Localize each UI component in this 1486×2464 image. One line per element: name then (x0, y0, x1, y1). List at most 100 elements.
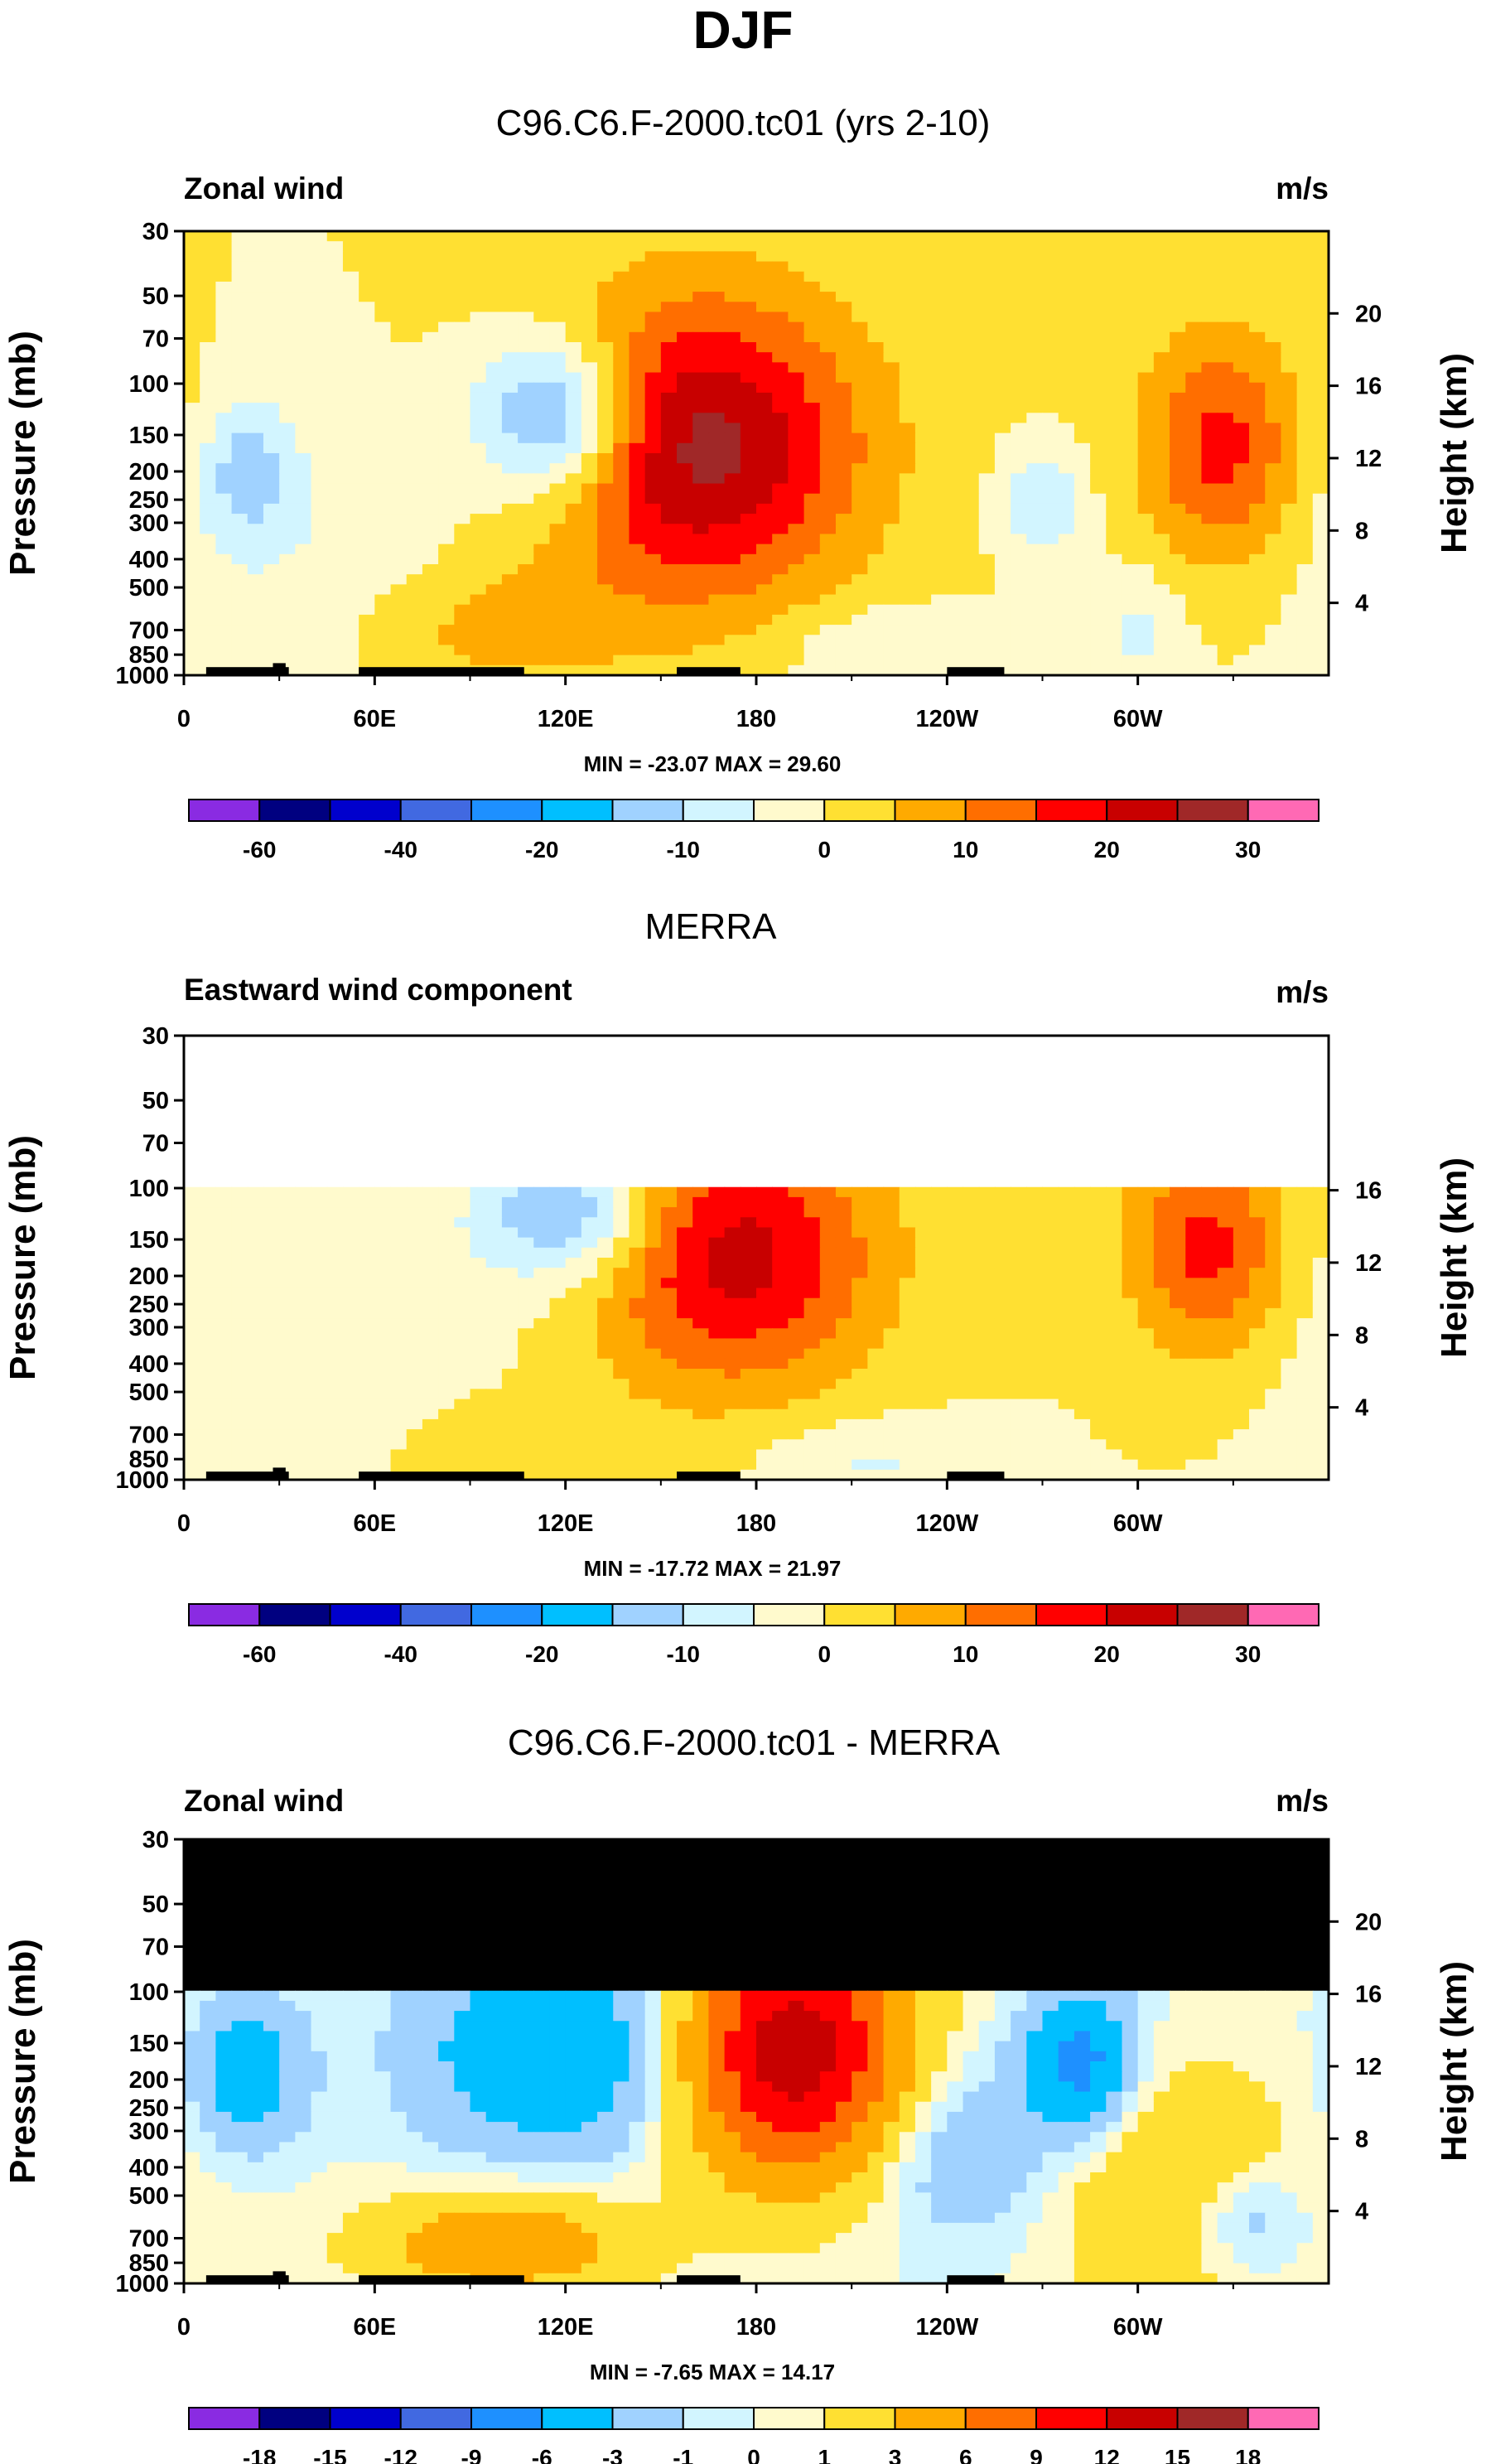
field-cell (899, 534, 916, 545)
field-cell (215, 1075, 233, 1087)
field-cell (772, 1167, 789, 1178)
colorbar-box (188, 799, 261, 822)
field-cell (581, 584, 598, 596)
field-cell (914, 372, 932, 384)
field-cell (1233, 594, 1250, 606)
field-cell (931, 1176, 948, 1188)
pressure-tick-label: 500 (129, 575, 169, 602)
field-cell (692, 1258, 710, 1268)
field-cell (549, 493, 567, 505)
field-cell (1233, 1046, 1250, 1056)
field-cell (788, 261, 805, 273)
field-cell (788, 1096, 805, 1107)
field-cell (1058, 1237, 1075, 1249)
field-cell (1026, 1167, 1044, 1178)
field-cell (835, 584, 852, 596)
field-cell (295, 574, 312, 585)
field-cell (215, 372, 233, 384)
field-cell (677, 503, 693, 515)
field-cell (279, 645, 296, 656)
field-cell (629, 413, 646, 424)
field-cell (852, 1247, 868, 1259)
field-cell (1090, 1096, 1107, 1107)
field-cell (1026, 1258, 1044, 1268)
field-cell (390, 1126, 408, 1138)
field-cell (613, 594, 630, 606)
field-cell (184, 1167, 200, 1178)
field-cell (1265, 403, 1282, 413)
field-cell (947, 392, 964, 403)
lon-tick-label: 120E (538, 706, 594, 732)
field-cell (263, 392, 280, 403)
field-cell (629, 503, 646, 515)
field-cell (1011, 1176, 1027, 1188)
field-cell (406, 463, 423, 474)
field-cell (1217, 271, 1234, 283)
field-cell (533, 574, 551, 585)
field-cell (644, 392, 662, 403)
field-cell (947, 574, 964, 585)
field-cell (1296, 594, 1314, 606)
field-cell (454, 413, 471, 424)
field-cell (1217, 493, 1234, 505)
field-cell (581, 392, 598, 403)
field-cell (1312, 553, 1329, 565)
field-cell (342, 483, 359, 495)
field-cell (454, 645, 471, 656)
field-cell (597, 331, 614, 343)
field-cell (1296, 372, 1314, 384)
field-cell (1312, 1106, 1329, 1118)
field-cell (200, 594, 216, 606)
field-cell (899, 442, 916, 454)
field-cell (454, 1147, 471, 1157)
field-cell (1137, 362, 1155, 374)
field-cell (374, 1167, 392, 1178)
field-cell (549, 1186, 567, 1198)
field-cell (231, 442, 248, 454)
field-cell (613, 1075, 630, 1087)
field-cell (947, 594, 964, 606)
field-cell (1201, 1116, 1218, 1128)
field-cell (1201, 574, 1218, 585)
field-cell (899, 321, 916, 333)
field-cell (660, 321, 678, 333)
field-cell (867, 483, 885, 495)
field-cell (708, 1207, 726, 1218)
field-cell (311, 432, 328, 444)
field-cell (708, 1065, 726, 1077)
field-cell (724, 544, 741, 555)
field-cell (501, 372, 519, 384)
field-cell (803, 483, 821, 495)
field-cell (406, 645, 423, 656)
field-cell (311, 241, 328, 252)
field-cell (740, 614, 757, 626)
field-cell (1249, 655, 1266, 666)
field-cell (660, 1075, 678, 1087)
field-cell (629, 1126, 646, 1138)
field-cell (1106, 503, 1123, 515)
field-cell (724, 261, 741, 273)
field-cell (756, 331, 773, 343)
field-cell (947, 1227, 964, 1239)
field-cell (501, 645, 519, 656)
field-cell (1201, 1056, 1218, 1067)
field-cell (613, 483, 630, 495)
field-cell (629, 1176, 646, 1188)
field-cell (533, 1268, 551, 1278)
field-cell (565, 392, 582, 403)
field-cell (263, 403, 280, 413)
field-cell (533, 352, 551, 363)
field-cell (1058, 372, 1075, 384)
field-cell (295, 1258, 312, 1268)
field-cell (835, 312, 852, 323)
field-cell (772, 1056, 789, 1067)
field-cell (1026, 1136, 1044, 1147)
field-cell (613, 292, 630, 302)
field-cell (1185, 584, 1203, 596)
field-cell (1122, 281, 1139, 292)
field-cell (1122, 604, 1139, 616)
field-cell (644, 331, 662, 343)
field-cell (914, 453, 932, 464)
field-cell (1153, 312, 1170, 323)
field-cell (724, 1258, 741, 1268)
